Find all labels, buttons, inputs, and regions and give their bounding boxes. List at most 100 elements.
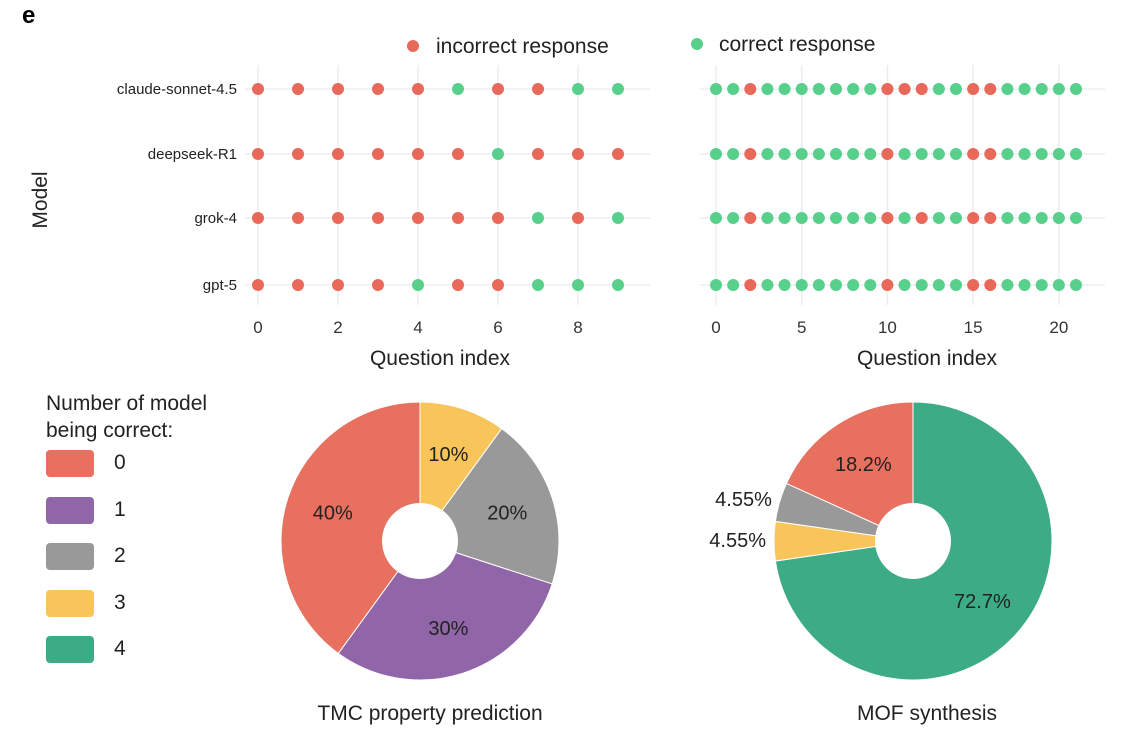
legend-swatch — [46, 636, 94, 663]
dot-correct — [1070, 279, 1082, 291]
dot-incorrect — [372, 148, 384, 160]
dot-incorrect — [332, 279, 344, 291]
pie-legend-title: Number of model being correct: — [46, 390, 207, 444]
legend-label-incorrect: incorrect response — [436, 35, 609, 58]
dot-correct — [915, 148, 928, 160]
dot-correct — [812, 279, 825, 291]
dot-incorrect — [292, 212, 304, 224]
x-tick-label: 6 — [493, 318, 502, 337]
dot-incorrect — [452, 279, 464, 291]
dot-incorrect — [332, 212, 344, 224]
dot-correct — [1035, 279, 1048, 291]
pie-slice — [337, 540, 553, 681]
dot-correct — [727, 83, 740, 95]
x-tick-label: 8 — [573, 318, 582, 337]
dot-correct — [1001, 212, 1014, 224]
x-tick-label: 5 — [797, 318, 806, 337]
dot-incorrect — [881, 83, 894, 95]
y-axis-label: Model — [29, 171, 52, 228]
dot-correct — [710, 279, 722, 291]
dot-correct — [572, 279, 584, 291]
x-tick-label: 0 — [253, 318, 262, 337]
dot-correct — [932, 83, 945, 95]
legend-item-label: 3 — [114, 590, 126, 614]
dot-correct — [847, 212, 860, 224]
dot-correct — [1070, 148, 1082, 160]
dot-correct — [1001, 83, 1014, 95]
dot-correct — [898, 279, 911, 291]
pie-hole — [382, 503, 458, 579]
dot-correct — [1052, 212, 1065, 224]
dot-correct — [812, 212, 825, 224]
y-tick-label: grok-4 — [194, 210, 237, 227]
legend-swatch — [46, 496, 94, 524]
pie-legend-title-line1: Number of model — [46, 392, 208, 415]
dot-correct — [572, 83, 584, 95]
dot-correct — [1018, 83, 1031, 95]
dot-incorrect — [532, 83, 544, 95]
dot-incorrect — [252, 83, 264, 95]
dot-incorrect — [984, 83, 997, 95]
pie-slice — [419, 401, 503, 543]
dot-correct — [864, 212, 877, 224]
dot-correct — [830, 148, 842, 160]
x-tick-label: 2 — [333, 318, 342, 337]
dot-correct — [612, 212, 624, 224]
dot-correct — [1001, 148, 1014, 160]
dot-incorrect — [452, 212, 464, 224]
dot-correct — [761, 279, 774, 291]
dot-correct — [412, 279, 424, 291]
x-axis-label-right: Question index — [857, 347, 998, 370]
dot-correct — [761, 148, 774, 160]
dot-correct — [932, 148, 945, 160]
dot-correct — [795, 279, 808, 291]
dot-incorrect — [612, 148, 624, 160]
dot-correct — [778, 83, 791, 95]
dot-incorrect — [452, 148, 464, 160]
dot-incorrect — [492, 83, 504, 95]
dot-incorrect — [967, 212, 980, 224]
dot-correct — [1035, 148, 1048, 160]
pie-label: 72.7% — [954, 591, 1011, 613]
dot-correct — [932, 212, 945, 224]
dot-incorrect — [744, 148, 757, 160]
dot-correct — [864, 279, 877, 291]
dot-incorrect — [332, 83, 344, 95]
dot-correct — [812, 148, 825, 160]
dot-correct — [452, 83, 464, 95]
dot-correct — [492, 148, 504, 160]
dot-correct — [778, 148, 791, 160]
dot-incorrect — [332, 148, 344, 160]
dot-incorrect — [744, 212, 757, 224]
dot-incorrect — [967, 83, 980, 95]
dot-correct — [727, 279, 740, 291]
legend-item-label: 2 — [114, 544, 126, 567]
legend-swatch — [46, 589, 94, 617]
dot-correct — [727, 212, 740, 224]
dot-incorrect — [252, 148, 264, 160]
dot-incorrect — [881, 148, 894, 160]
dot-correct — [950, 279, 962, 291]
dot-correct — [778, 279, 791, 291]
dot-correct — [847, 83, 860, 95]
dot-correct — [950, 212, 962, 224]
panel-label: e — [22, 2, 36, 29]
dot-incorrect — [412, 212, 424, 224]
dot-incorrect — [915, 83, 928, 95]
pie-label: 4.55% — [715, 489, 772, 511]
dot-correct — [1001, 279, 1014, 291]
dot-correct — [1018, 212, 1031, 224]
dot-incorrect — [252, 279, 264, 291]
dot-correct — [830, 279, 842, 291]
dot-incorrect — [881, 212, 894, 224]
dot-correct — [864, 83, 877, 95]
dot-correct — [710, 212, 722, 224]
pie-label: 18.2% — [835, 454, 892, 476]
x-tick-label: 20 — [1049, 318, 1068, 337]
pie-hole — [875, 503, 951, 579]
dot-incorrect — [412, 148, 424, 160]
dot-correct — [915, 279, 928, 291]
dot-correct — [830, 212, 842, 224]
dot-correct — [710, 148, 722, 160]
pie-label: 10% — [428, 444, 468, 466]
